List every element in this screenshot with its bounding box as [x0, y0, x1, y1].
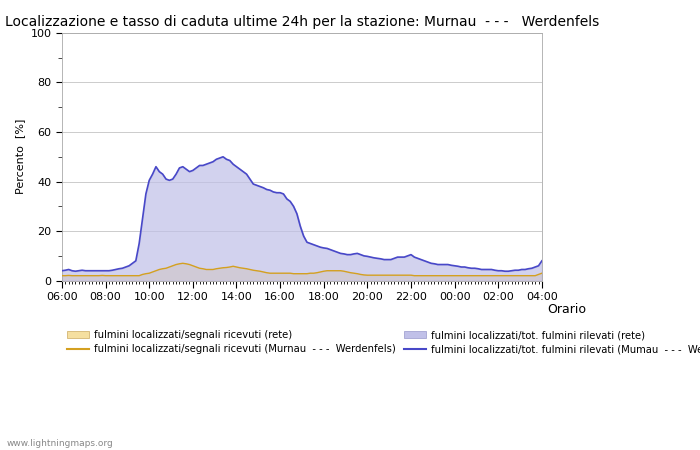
Y-axis label: Percento  [%]: Percento [%] — [15, 119, 25, 194]
Title: Localizzazione e tasso di caduta ultime 24h per la stazione: Murnau  - - -   Wer: Localizzazione e tasso di caduta ultime … — [5, 15, 599, 29]
Text: Orario: Orario — [547, 303, 587, 316]
Text: www.lightningmaps.org: www.lightningmaps.org — [7, 439, 113, 448]
Legend: fulmini localizzati/segnali ricevuti (rete), fulmini localizzati/segnali ricevut: fulmini localizzati/segnali ricevuti (re… — [67, 330, 700, 354]
